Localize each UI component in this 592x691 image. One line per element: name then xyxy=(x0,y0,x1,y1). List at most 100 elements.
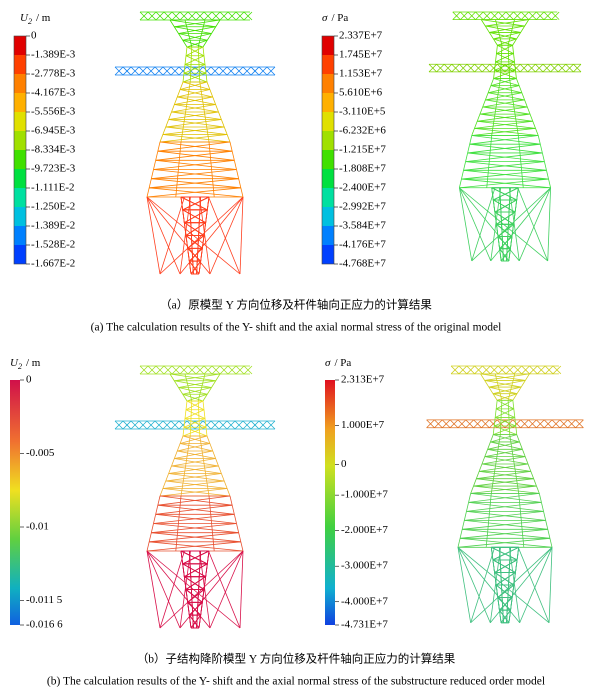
member xyxy=(181,126,184,135)
colorbar-segment xyxy=(14,150,26,169)
member xyxy=(258,66,268,76)
member xyxy=(122,420,132,430)
member xyxy=(513,365,522,375)
member xyxy=(185,104,188,113)
member xyxy=(198,563,201,577)
member xyxy=(501,585,503,598)
member xyxy=(473,478,477,487)
member xyxy=(207,134,210,143)
member xyxy=(189,260,200,275)
member xyxy=(229,495,233,506)
member xyxy=(485,92,522,101)
member xyxy=(488,92,525,101)
member xyxy=(486,179,488,188)
member xyxy=(487,441,491,450)
colorbar-label: -1.389E-3 xyxy=(31,49,76,61)
member xyxy=(186,380,189,388)
member xyxy=(466,365,475,375)
member xyxy=(426,419,435,429)
member xyxy=(485,25,521,33)
member xyxy=(155,150,233,161)
member xyxy=(493,417,496,427)
member xyxy=(149,178,239,189)
member xyxy=(511,92,514,100)
member xyxy=(186,400,205,411)
member xyxy=(544,365,554,375)
colorbar-label: 1.000E+7 xyxy=(341,419,385,431)
member xyxy=(171,465,222,474)
member xyxy=(489,63,498,73)
member xyxy=(218,111,222,120)
member xyxy=(197,394,201,402)
member xyxy=(492,121,495,129)
member xyxy=(204,111,206,120)
member xyxy=(521,529,524,539)
member xyxy=(191,235,193,249)
subscript: 2 xyxy=(18,362,22,371)
member xyxy=(516,128,519,136)
member xyxy=(146,550,181,629)
member xyxy=(178,26,216,34)
member xyxy=(460,11,469,20)
member xyxy=(517,485,520,494)
member xyxy=(207,488,210,497)
member xyxy=(212,178,214,188)
member xyxy=(173,26,179,34)
colorbar-label: -1.215E+7 xyxy=(339,144,386,156)
member xyxy=(452,11,461,20)
colorbar-segment xyxy=(14,93,26,112)
member xyxy=(189,209,192,223)
member xyxy=(436,63,445,73)
member xyxy=(496,380,499,388)
member xyxy=(202,458,205,467)
member xyxy=(178,387,208,395)
member xyxy=(178,160,180,170)
member xyxy=(477,113,531,122)
member xyxy=(205,119,208,128)
member xyxy=(493,78,520,87)
member xyxy=(227,11,237,21)
member xyxy=(187,11,197,21)
member xyxy=(459,187,520,262)
member xyxy=(233,160,237,170)
member xyxy=(146,196,181,275)
member xyxy=(475,471,480,479)
member xyxy=(493,70,495,79)
member xyxy=(178,33,208,41)
member xyxy=(182,81,210,90)
member xyxy=(177,96,216,105)
member xyxy=(544,161,547,171)
member xyxy=(182,427,185,437)
member xyxy=(520,380,526,388)
colorbar-segment xyxy=(322,74,334,93)
symbol: U xyxy=(20,12,29,24)
member xyxy=(533,478,537,487)
colorbar-label: -0.01 xyxy=(26,521,49,533)
member xyxy=(231,151,235,161)
colorbar-label: -1.111E-2 xyxy=(31,182,74,194)
member xyxy=(206,480,209,489)
member xyxy=(155,11,165,21)
member xyxy=(155,504,233,515)
member xyxy=(159,488,228,497)
member xyxy=(176,178,178,188)
member xyxy=(518,85,523,93)
member xyxy=(500,609,511,624)
member xyxy=(494,408,497,418)
member xyxy=(485,19,529,27)
member xyxy=(188,615,192,629)
member xyxy=(177,443,210,452)
colorbar xyxy=(10,380,20,625)
member xyxy=(497,365,507,375)
member xyxy=(493,69,516,79)
member xyxy=(494,373,498,381)
member xyxy=(203,409,206,419)
member xyxy=(497,44,514,54)
member xyxy=(474,365,483,375)
member xyxy=(201,380,204,388)
member xyxy=(186,393,208,402)
member xyxy=(240,541,244,552)
member xyxy=(250,66,260,76)
member xyxy=(528,11,537,20)
member xyxy=(157,495,231,506)
